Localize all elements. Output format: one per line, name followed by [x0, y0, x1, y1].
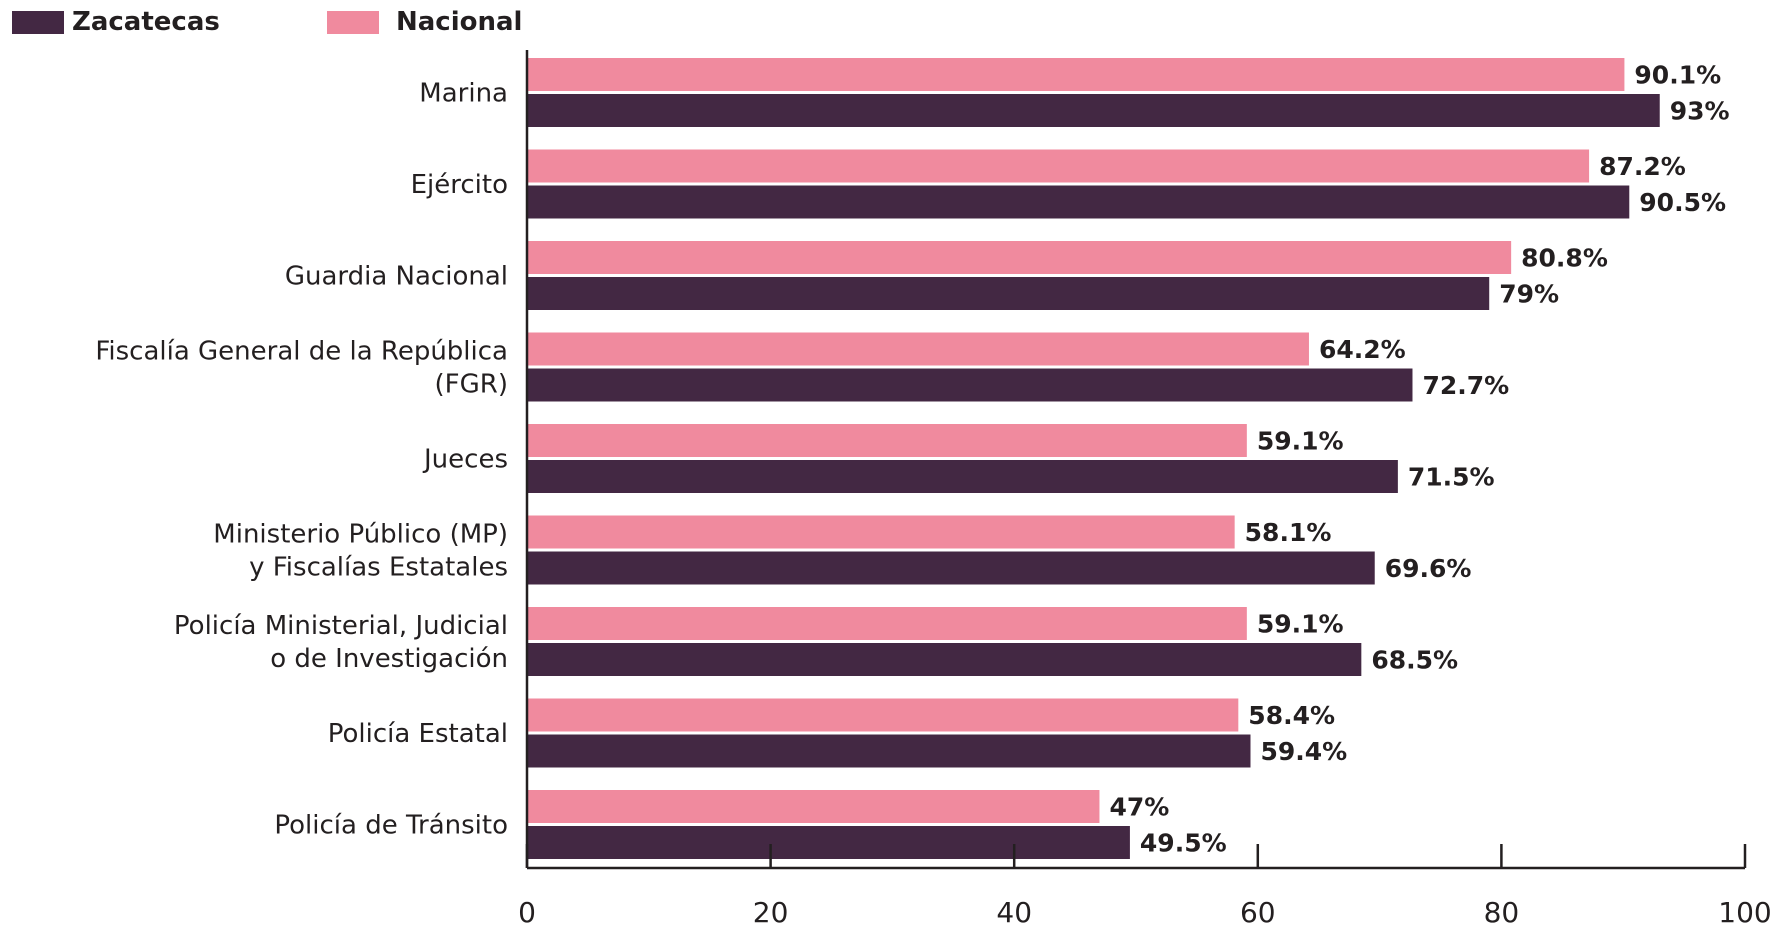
bar-nacional [527, 515, 1235, 549]
value-label-zacatecas: 59.4% [1260, 737, 1347, 766]
value-label-nacional: 87.2% [1599, 152, 1686, 181]
bar-zacatecas [527, 368, 1413, 402]
bar-nacional [527, 698, 1239, 732]
x-tick-label: 20 [753, 896, 789, 925]
legend-label-nacional: Nacional [396, 7, 522, 37]
bars-group: 90.1% 93% 87.2% 90.5% 80.8% 79% 64.2% 72.7% 59.1… [527, 58, 1730, 859]
bar-zacatecas [527, 185, 1630, 219]
legend-swatch-zacatecas [12, 11, 64, 34]
value-label-zacatecas: 79% [1499, 280, 1559, 309]
bar-nacional [527, 149, 1590, 183]
category-label: Marina [419, 79, 508, 109]
value-label-zacatecas: 90.5% [1639, 188, 1726, 217]
x-tick-label: 60 [1240, 896, 1276, 925]
value-label-nacional: 90.1% [1634, 61, 1721, 90]
bar-nacional [527, 424, 1247, 457]
category-label: Ministerio Público (MP) [213, 520, 508, 550]
bar-nacional [527, 241, 1512, 274]
category-label: Policía Estatal [328, 719, 508, 749]
bar-zacatecas [527, 94, 1660, 127]
x-tick-label: 40 [996, 896, 1032, 925]
category-label: Policía Ministerial, Judicial [174, 611, 508, 641]
bar-zacatecas [527, 277, 1490, 310]
value-label-zacatecas: 69.6% [1385, 554, 1472, 583]
category-label: Policía de Tránsito [274, 811, 508, 841]
axes-group: Marina Ejército Guardia Nacional Fiscalía G… [95, 50, 1772, 925]
x-tick-label: 0 [518, 896, 536, 925]
x-tick-label: 80 [1484, 896, 1520, 925]
bar-zacatecas [527, 734, 1251, 768]
category-label: Guardia Nacional [285, 262, 508, 292]
value-label-zacatecas: 68.5% [1371, 646, 1458, 675]
value-label-nacional: 59.1% [1257, 610, 1344, 639]
value-label-zacatecas: 72.7% [1422, 371, 1509, 400]
x-tick-label: 100 [1718, 896, 1771, 925]
value-label-nacional: 64.2% [1319, 335, 1406, 364]
category-label: Jueces [422, 445, 508, 475]
value-label-nacional: 58.1% [1245, 518, 1332, 547]
category-label: o de Investigación [270, 644, 508, 674]
category-label: Ejército [411, 170, 508, 200]
value-label-zacatecas: 71.5% [1408, 463, 1495, 492]
bar-nacional [527, 790, 1100, 823]
category-label: Fiscalía General de la República [95, 337, 508, 367]
bar-zacatecas [527, 826, 1130, 859]
category-label: y Fiscalías Estatales [249, 553, 508, 583]
bar-nacional [527, 607, 1247, 640]
value-label-zacatecas: 49.5% [1140, 829, 1227, 858]
bar-zacatecas [527, 551, 1375, 585]
legend-swatch-nacional [327, 11, 379, 34]
bar-zacatecas [527, 460, 1398, 493]
bar-nacional [527, 332, 1309, 366]
value-label-zacatecas: 93% [1670, 97, 1730, 126]
value-label-nacional: 47% [1109, 793, 1169, 822]
value-label-nacional: 58.4% [1248, 701, 1335, 730]
category-label: (FGR) [435, 370, 508, 400]
bar-nacional [527, 58, 1625, 91]
value-label-nacional: 80.8% [1521, 244, 1608, 273]
value-label-nacional: 59.1% [1257, 427, 1344, 456]
bar-zacatecas [527, 643, 1362, 676]
legend: Zacatecas Nacional [12, 7, 522, 37]
legend-label-zacatecas: Zacatecas [72, 7, 220, 37]
